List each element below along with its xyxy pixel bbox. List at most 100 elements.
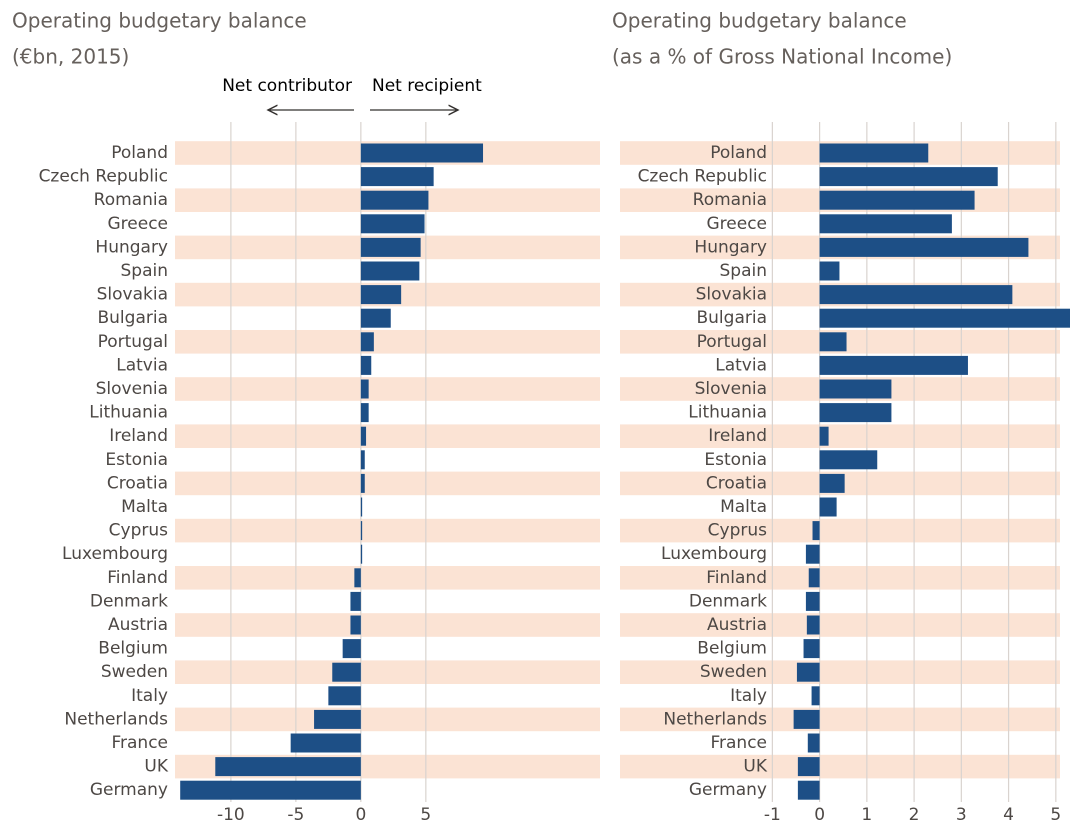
bar [332, 662, 361, 682]
bar [360, 143, 484, 163]
category-label: Estonia [704, 450, 767, 470]
bar [819, 332, 847, 352]
category-label: Malta [121, 497, 168, 517]
row-band [620, 424, 1060, 448]
row-band [175, 566, 600, 590]
category-label: Spain [121, 261, 169, 281]
bar [819, 308, 1070, 328]
x-tick-label: -10 [217, 805, 245, 825]
bar [350, 615, 361, 635]
bar [793, 709, 820, 729]
category-label: Hungary [694, 237, 767, 257]
category-label: Belgium [697, 639, 767, 659]
bar [819, 190, 975, 210]
chart-subtitle: (as a % of Gross National Income) [612, 45, 952, 69]
x-tick-label: 3 [956, 805, 967, 825]
bar [360, 355, 372, 375]
bar [819, 237, 1029, 257]
category-label: Sweden [101, 662, 168, 682]
bar [360, 332, 374, 352]
bar [215, 757, 361, 777]
category-label: Croatia [107, 473, 168, 493]
row-band [620, 566, 1060, 590]
category-label: Hungary [95, 237, 168, 257]
bar [819, 214, 952, 234]
category-label: Latvia [715, 355, 767, 375]
bar [805, 544, 820, 564]
bar [360, 521, 363, 541]
bar [797, 757, 820, 777]
row-band [175, 471, 600, 496]
bar [314, 709, 361, 729]
bar [819, 426, 829, 446]
bar [803, 639, 820, 659]
category-label: Luxembourg [661, 544, 767, 564]
category-label: Italy [131, 686, 168, 706]
annotation: Net recipient [372, 76, 482, 96]
annotation: Net contributor [222, 76, 352, 96]
category-label: Lithuania [688, 403, 767, 423]
row-band [620, 613, 1060, 637]
bar [796, 662, 820, 682]
bar [360, 167, 434, 187]
bar [360, 426, 367, 446]
category-label: Greece [706, 214, 767, 234]
category-label: Estonia [105, 450, 168, 470]
category-label: Slovakia [696, 285, 767, 305]
category-label: Czech Republic [638, 167, 767, 187]
row-band [620, 754, 1060, 779]
category-label: Portugal [98, 332, 168, 352]
category-label: Cyprus [708, 521, 767, 541]
bar [819, 450, 878, 470]
bar [180, 780, 361, 800]
bar [360, 497, 363, 517]
bar [360, 450, 365, 470]
category-label: Austria [108, 615, 168, 635]
bar [350, 591, 361, 611]
category-label: Austria [707, 615, 767, 635]
bar [360, 403, 369, 423]
bar [811, 686, 820, 706]
category-label: Italy [730, 686, 767, 706]
category-label: Germany [90, 780, 168, 800]
bar [808, 568, 820, 588]
bar [360, 544, 363, 564]
category-label: Netherlands [663, 709, 767, 729]
category-label: Ireland [708, 426, 767, 446]
bar [819, 473, 845, 493]
category-label: Bulgaria [98, 308, 169, 328]
category-label: Croatia [706, 473, 767, 493]
x-tick-label: 0 [814, 805, 825, 825]
category-label: Finland [107, 568, 168, 588]
bar [360, 473, 365, 493]
x-tick-label: -5 [287, 805, 304, 825]
bar [819, 355, 968, 375]
bar [290, 733, 361, 753]
row-band [175, 613, 600, 637]
category-label: Portugal [697, 332, 767, 352]
category-label: Malta [720, 497, 767, 517]
category-label: Slovakia [97, 285, 168, 305]
x-tick-label: 1 [861, 805, 872, 825]
category-label: Spain [720, 261, 768, 281]
category-label: Denmark [689, 591, 767, 611]
bar [819, 261, 840, 281]
x-tick-label: 0 [355, 805, 366, 825]
bar [812, 521, 820, 541]
bar [328, 686, 361, 706]
bar [342, 639, 361, 659]
x-tick-label: 5 [1050, 805, 1061, 825]
bar [360, 285, 402, 305]
category-label: Greece [107, 214, 168, 234]
bar [805, 591, 820, 611]
bar [360, 261, 420, 281]
bar [819, 497, 837, 517]
bar [360, 190, 429, 210]
bar [819, 403, 892, 423]
bar [819, 285, 1013, 305]
category-label: Netherlands [64, 709, 168, 729]
category-label: Lithuania [89, 403, 168, 423]
chart-title: Operating budgetary balance [612, 9, 907, 33]
category-label: Sweden [700, 662, 767, 682]
